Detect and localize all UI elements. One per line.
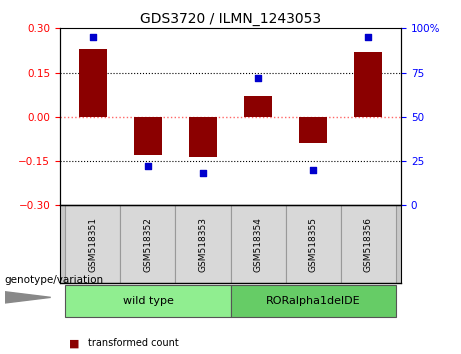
Bar xyxy=(79,49,106,117)
Bar xyxy=(120,205,176,283)
Bar xyxy=(341,205,396,283)
Text: GSM518352: GSM518352 xyxy=(143,217,153,272)
Text: RORalpha1delDE: RORalpha1delDE xyxy=(266,296,361,306)
Text: genotype/variation: genotype/variation xyxy=(5,275,104,285)
Text: ■: ■ xyxy=(69,338,80,348)
Text: GSM518356: GSM518356 xyxy=(364,217,372,272)
Bar xyxy=(230,285,396,317)
Point xyxy=(364,34,372,40)
Bar xyxy=(299,117,327,143)
Point xyxy=(199,171,207,176)
Bar xyxy=(176,205,230,283)
Title: GDS3720 / ILMN_1243053: GDS3720 / ILMN_1243053 xyxy=(140,12,321,26)
Text: GSM518355: GSM518355 xyxy=(308,217,318,272)
Polygon shape xyxy=(5,292,51,303)
Bar xyxy=(134,117,162,155)
Point xyxy=(144,164,152,169)
Text: GSM518351: GSM518351 xyxy=(89,217,97,272)
Text: GSM518354: GSM518354 xyxy=(254,217,262,272)
Bar xyxy=(244,96,272,117)
Bar xyxy=(230,205,285,283)
Point xyxy=(89,34,97,40)
Text: transformed count: transformed count xyxy=(88,338,178,348)
Point xyxy=(309,167,317,173)
Bar xyxy=(285,205,341,283)
Bar xyxy=(355,52,382,117)
Bar xyxy=(189,117,217,156)
Bar xyxy=(65,205,120,283)
Text: wild type: wild type xyxy=(123,296,173,306)
Text: GSM518353: GSM518353 xyxy=(199,217,207,272)
Bar xyxy=(65,285,230,317)
Point xyxy=(254,75,262,81)
